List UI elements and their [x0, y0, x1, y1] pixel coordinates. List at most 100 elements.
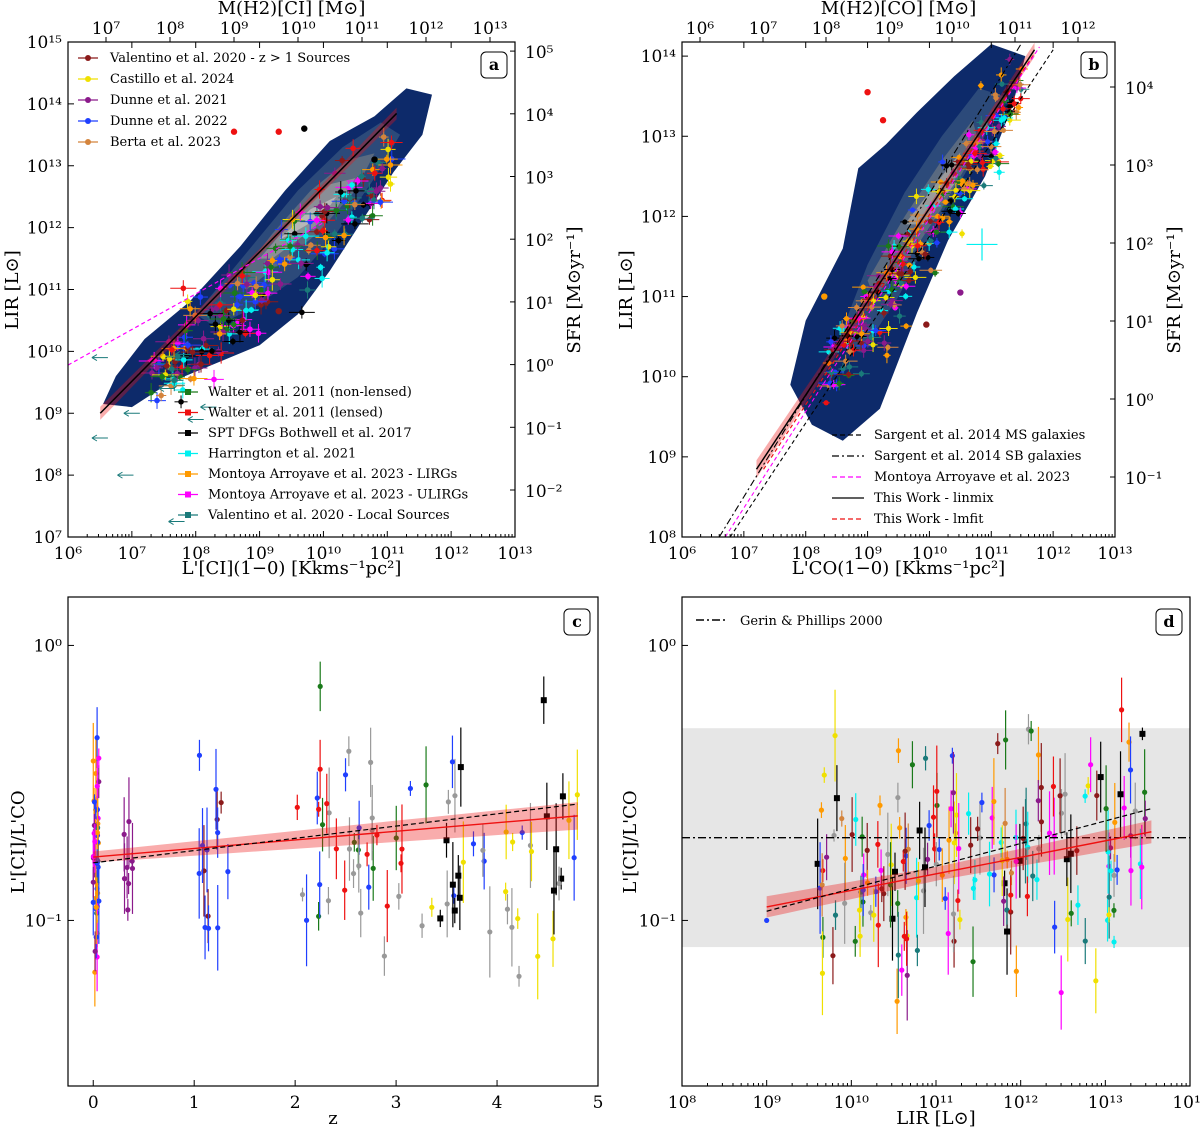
data-point [225, 317, 232, 324]
data-point [258, 302, 264, 308]
legend-marker [185, 491, 191, 498]
highlight-point [879, 117, 887, 124]
data-point [934, 788, 940, 794]
data-point [903, 323, 909, 329]
data-point [895, 794, 901, 801]
y-tick-label: 10⁻¹ [25, 911, 62, 931]
data-point [419, 923, 425, 929]
data-point [339, 157, 345, 164]
data-point [540, 697, 547, 704]
data-point [889, 266, 895, 273]
data-point [269, 257, 276, 264]
right-tick-label: 10⁴ [525, 106, 554, 126]
legend-label: SPT DFGs Bothwell et al. 2017 [208, 426, 412, 441]
data-point [121, 876, 128, 882]
right-tick-label: 10¹ [525, 294, 553, 314]
y-tick-label: 10¹⁰ [641, 368, 676, 388]
data-point [268, 264, 274, 270]
limit-arrow [174, 351, 181, 358]
data-point [314, 228, 320, 235]
data-point [846, 364, 853, 370]
data-point [847, 349, 853, 355]
data-point [265, 290, 271, 296]
data-point [939, 872, 945, 878]
data-point [359, 215, 366, 222]
data-point [895, 748, 902, 754]
data-point [991, 798, 997, 805]
data-point [924, 856, 931, 862]
data-point [949, 753, 955, 759]
data-point [852, 938, 858, 944]
data-point [894, 998, 900, 1004]
x-tick-label: 3 [391, 1093, 402, 1113]
data-point [383, 156, 390, 162]
data-point [1085, 783, 1091, 789]
data-point [191, 375, 197, 382]
data-point [368, 187, 375, 194]
x-tick-label: 10¹³ [1097, 544, 1132, 564]
data-point [1052, 924, 1058, 930]
y-tick-label: 10¹³ [641, 127, 676, 147]
data-point [945, 930, 951, 937]
data-point [892, 277, 899, 283]
top-tick-label: 10¹³ [472, 19, 507, 39]
y-tick-label: 10¹² [641, 207, 676, 227]
data-point [91, 799, 98, 805]
data-point [885, 325, 892, 332]
data-point [996, 169, 1002, 175]
data-point [992, 92, 998, 98]
data-point [302, 233, 309, 239]
data-point [351, 839, 357, 845]
data-point [253, 283, 259, 290]
data-point [159, 373, 165, 380]
data-point [955, 210, 961, 217]
legend-label: Montoya Arroyave et al. 2023 - ULIRGs [208, 488, 468, 503]
data-point [1034, 877, 1040, 883]
x-tick-label: 10¹⁰ [912, 544, 947, 564]
panel-badge: c [572, 612, 582, 631]
top-axis-label: M(H2)[CI] [M⊙] [218, 0, 366, 19]
data-point [299, 891, 306, 898]
highlight-point [864, 88, 871, 96]
panel-d-frame [681, 596, 1191, 1087]
data-point [952, 206, 959, 212]
data-point [313, 217, 320, 224]
y-tick-label: 10¹⁴ [641, 47, 676, 67]
data-point [1030, 873, 1036, 879]
data-point [1020, 835, 1026, 841]
legend-label: Gerin & Phillips 2000 [740, 614, 883, 629]
data-point [963, 140, 969, 147]
data-point [180, 285, 187, 292]
data-point [911, 264, 917, 270]
data-point [826, 349, 832, 355]
data-point [248, 307, 255, 313]
data-point [881, 310, 887, 316]
data-point [125, 907, 131, 913]
data-point [558, 875, 565, 882]
limit-arrow [187, 416, 193, 423]
data-point [828, 339, 834, 345]
data-point [1004, 907, 1010, 913]
data-point [510, 839, 516, 845]
legend-label: Sargent et al. 2014 SB galaxies [874, 449, 1081, 464]
fit-linmix [755, 49, 1036, 470]
data-point [307, 218, 313, 225]
data-point [559, 793, 566, 800]
legend-label: Castillo et al. 2024 [110, 72, 234, 87]
data-point [314, 795, 320, 801]
data-point [443, 837, 450, 844]
data-point [96, 755, 102, 761]
data-point [163, 363, 170, 369]
top-tick-label: 10¹⁰ [934, 19, 969, 39]
right-tick-label: 10³ [1125, 157, 1153, 177]
data-point [1011, 101, 1017, 107]
data-point [821, 772, 827, 778]
data-point [1046, 830, 1053, 836]
data-point [977, 144, 983, 150]
data-point [865, 338, 871, 344]
data-point [291, 230, 298, 237]
data-point [820, 867, 826, 874]
data-point [305, 273, 311, 280]
data-point [92, 839, 98, 845]
data-point [966, 132, 972, 138]
